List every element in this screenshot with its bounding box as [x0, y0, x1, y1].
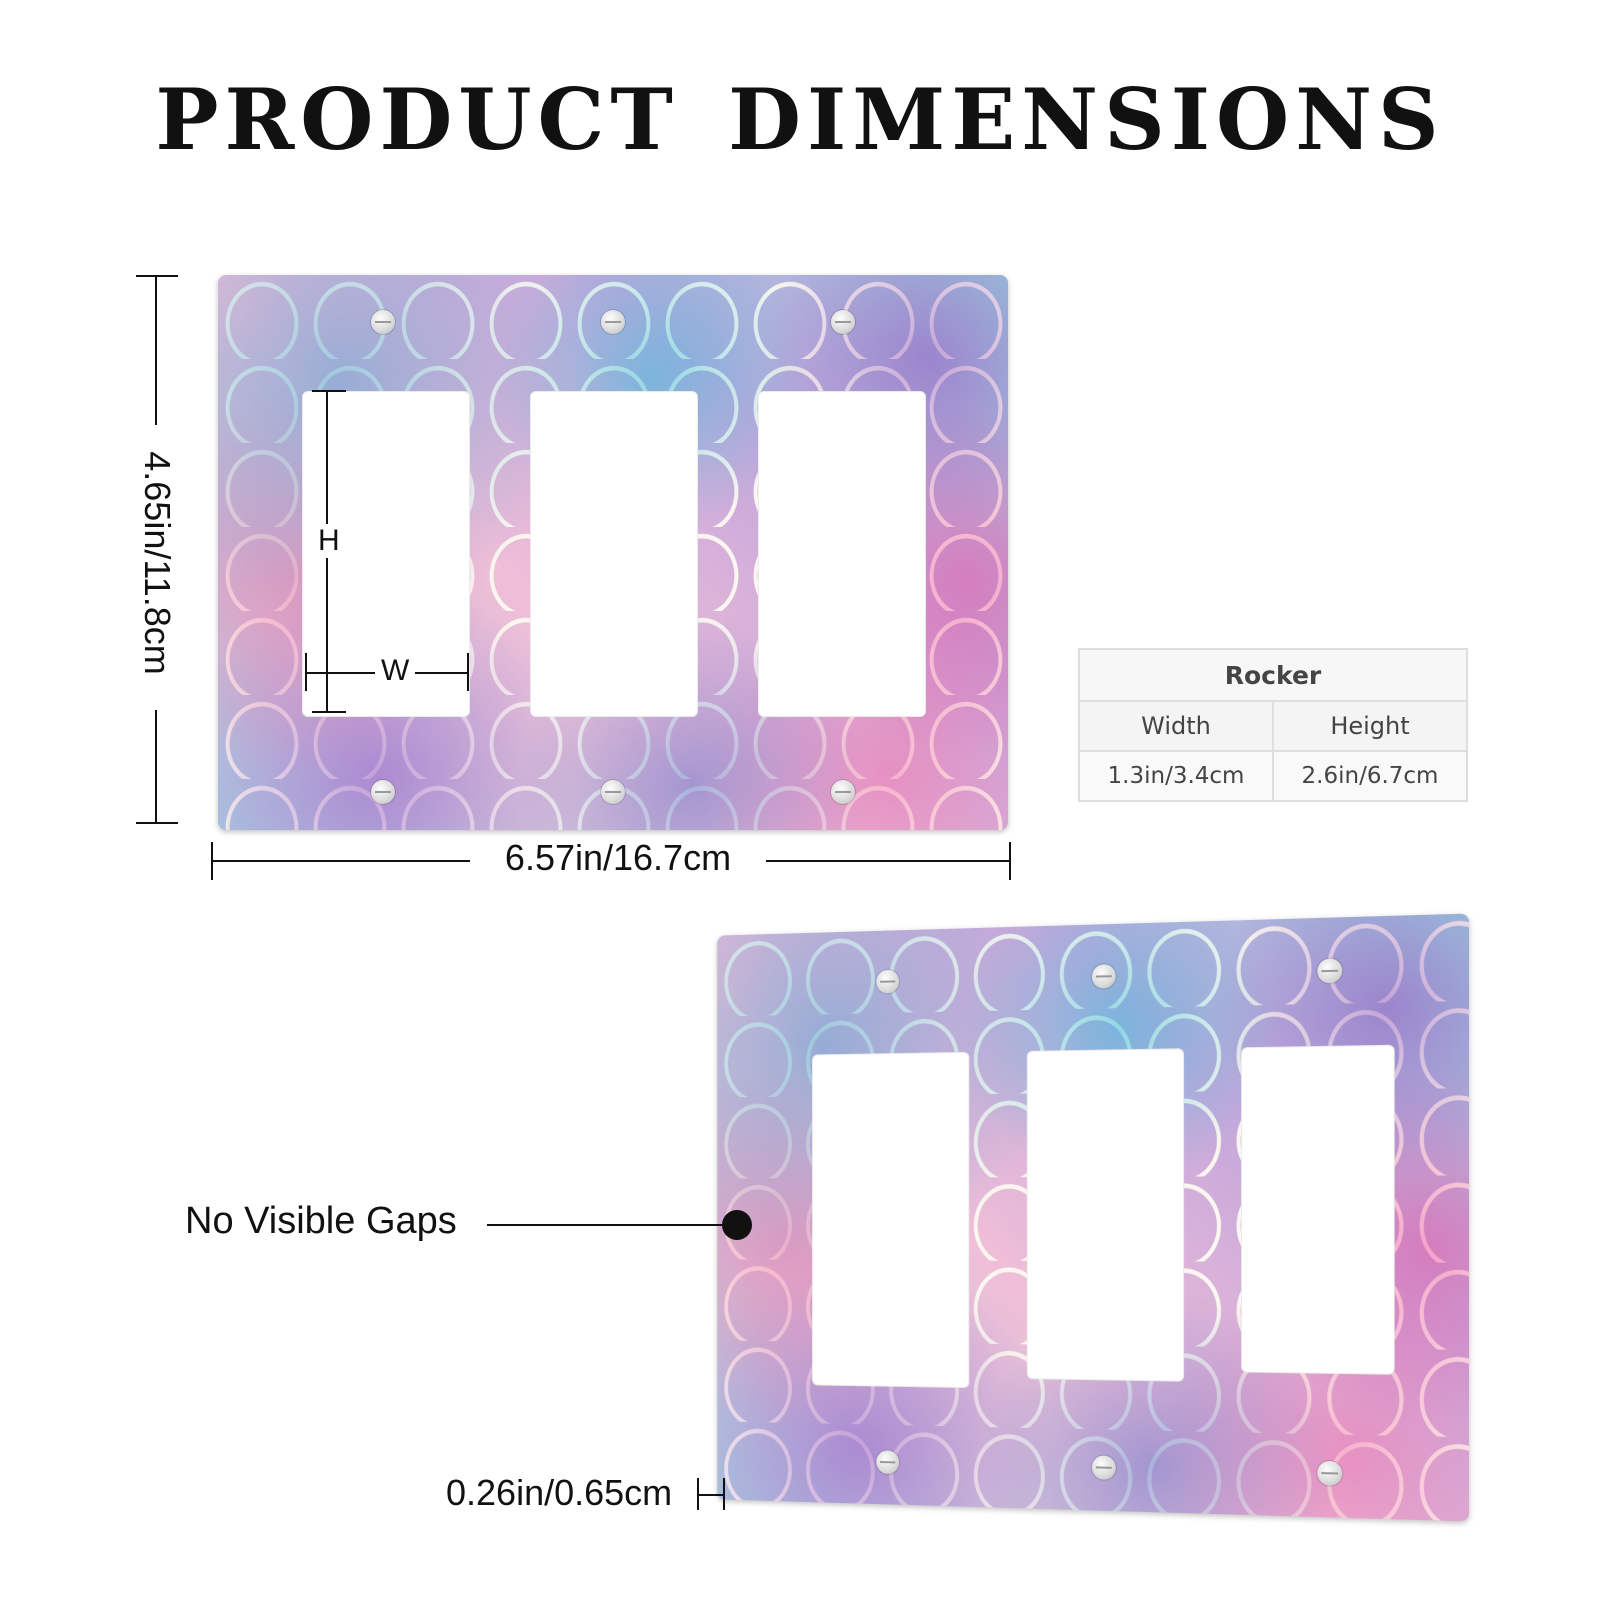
width-line-left [212, 860, 470, 862]
screw-icon [831, 780, 855, 804]
hole-height-label: H [316, 524, 342, 558]
spec-table-header: Rocker [1078, 648, 1468, 702]
screw-icon [371, 780, 395, 804]
thickness-line [697, 1494, 725, 1496]
rocker-opening [530, 391, 698, 717]
overall-width-label: 6.57in/16.7cm [504, 837, 732, 878]
width-tick-left [211, 842, 213, 880]
callout-leader [487, 1224, 735, 1226]
screw-icon [876, 1450, 900, 1475]
rocker-opening [812, 1051, 970, 1389]
rocker-opening [1241, 1044, 1395, 1375]
hole-width-tick [467, 653, 469, 691]
thickness-label: 0.26in/0.65cm [446, 1472, 673, 1513]
hole-width-label: W [375, 654, 416, 688]
width-tick-right [1009, 842, 1011, 880]
spec-width-value: 1.3in/3.4cm [1078, 750, 1274, 802]
spec-height-value: 2.6in/6.7cm [1272, 750, 1468, 802]
wall-plate-front [218, 275, 1008, 830]
screw-icon [1091, 1455, 1116, 1480]
screw-icon [831, 310, 855, 334]
height-line-top [155, 275, 157, 425]
screw-icon [371, 310, 395, 334]
height-line-bottom [155, 710, 157, 823]
screw-icon [601, 780, 625, 804]
hole-width-tick [305, 653, 307, 691]
rocker-spec-table: Rocker Width Height 1.3in/3.4cm 2.6in/6.… [1078, 648, 1468, 802]
height-tick-bottom [136, 822, 178, 824]
wall-plate-angled [717, 913, 1470, 1522]
screw-icon [1317, 1460, 1343, 1486]
rocker-opening [1026, 1048, 1185, 1382]
overall-height-label: 4.65in/11.8cm [137, 451, 178, 675]
width-line-right [766, 860, 1010, 862]
spec-width-header: Width [1078, 700, 1274, 752]
hole-height-tick [312, 711, 346, 713]
hole-height-tick [312, 390, 346, 392]
rocker-opening [758, 391, 926, 717]
no-gaps-callout: No Visible Gaps [185, 1200, 457, 1242]
page-title: PRODUCT DIMENSIONS [155, 70, 1445, 169]
height-tick-top [136, 275, 178, 277]
spec-height-header: Height [1272, 700, 1468, 752]
callout-dot [722, 1210, 752, 1240]
screw-icon [601, 310, 625, 334]
